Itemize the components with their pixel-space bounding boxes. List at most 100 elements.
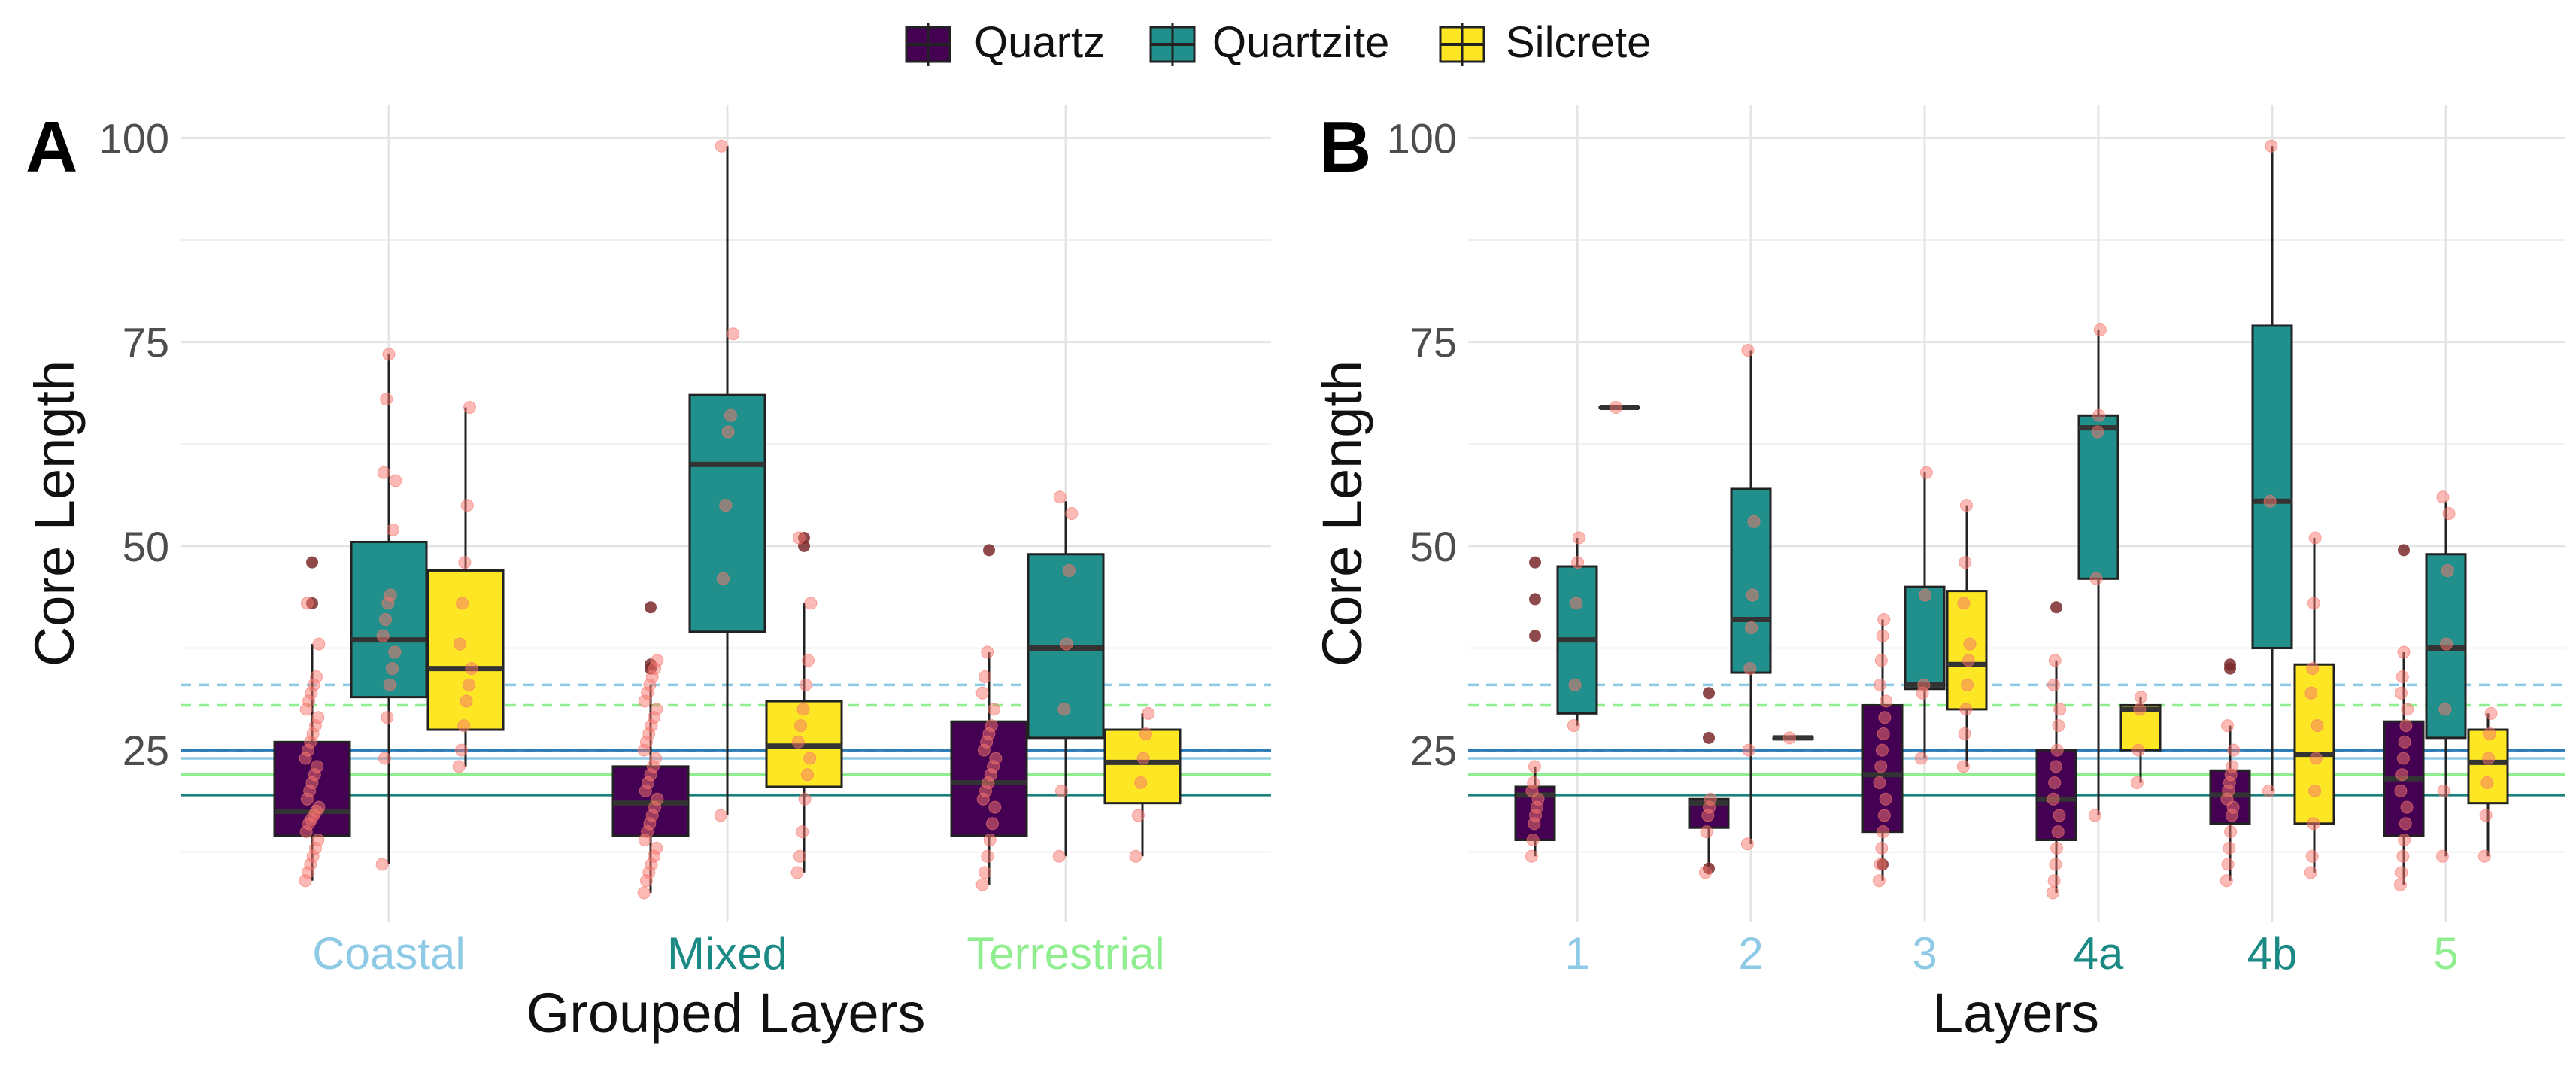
data-point	[2307, 817, 2320, 831]
y-axis: 25 50 75 100	[1387, 114, 1457, 774]
data-point	[2394, 784, 2408, 797]
x-tick-label: 2	[1738, 928, 1763, 979]
data-point	[1877, 809, 1891, 822]
data-point	[975, 686, 989, 700]
data-point	[988, 800, 1002, 814]
data-point	[2047, 678, 2061, 691]
legend-label: Quartzite	[1212, 18, 1389, 67]
box-quartzite-3	[1904, 472, 1946, 758]
data-point	[715, 139, 728, 153]
data-point	[2049, 760, 2062, 773]
data-point	[1959, 556, 1972, 569]
x-axis-title: Layers	[1932, 982, 2099, 1044]
data-point	[2477, 849, 2491, 863]
data-point	[2484, 706, 2498, 720]
outlier-point	[983, 544, 995, 557]
data-point	[2435, 849, 2449, 863]
data-point	[2482, 752, 2496, 765]
data-point	[1743, 662, 1757, 676]
x-tick-label: 4a	[2074, 928, 2124, 979]
box-body	[1904, 585, 1946, 691]
data-point	[1572, 531, 1585, 545]
outlier-point	[306, 556, 318, 569]
data-point	[1526, 834, 1540, 846]
box-quartzite-mixed	[688, 146, 766, 815]
data-point	[792, 531, 806, 545]
data-point	[384, 588, 397, 602]
data-point	[2395, 768, 2409, 782]
data-point	[452, 760, 466, 773]
data-point	[2396, 752, 2410, 765]
data-point	[796, 703, 810, 716]
data-point	[2480, 776, 2494, 790]
data-point	[1142, 706, 1155, 720]
data-point	[2050, 841, 2064, 855]
data-point	[790, 866, 804, 879]
y-tick-label: 75	[1410, 319, 1457, 366]
box-quartzite-2	[1730, 350, 1772, 844]
data-point	[1919, 466, 1933, 479]
data-point	[978, 866, 991, 879]
data-point	[2479, 809, 2493, 822]
x-tick-label: 5	[2433, 928, 2458, 979]
data-point	[2133, 703, 2147, 716]
data-point	[311, 834, 325, 846]
data-point	[2135, 691, 2148, 704]
data-point	[1745, 621, 1758, 634]
data-point	[312, 637, 326, 651]
y-tick-label: 100	[99, 114, 169, 162]
outlier-point	[1703, 731, 1715, 744]
data-point	[794, 719, 808, 733]
data-point	[651, 654, 664, 667]
data-point	[978, 670, 991, 683]
data-point	[2307, 597, 2320, 610]
data-point	[2047, 792, 2060, 806]
boxplots	[1514, 146, 2509, 894]
data-point	[981, 645, 994, 659]
data-point	[310, 670, 323, 683]
data-point	[1062, 563, 1076, 577]
data-point	[2304, 866, 2317, 879]
data-point	[1874, 760, 1888, 773]
data-point	[2398, 735, 2411, 749]
panel-a: 25 50 75 100 Core Length A Coastal Mixed Terrest…	[23, 105, 1271, 1044]
panel-label: B	[1319, 107, 1371, 187]
jitter-points	[1525, 139, 2498, 900]
data-point	[2399, 817, 2412, 831]
data-point	[2305, 849, 2319, 863]
box-silcrete-3	[1946, 505, 1988, 767]
data-point	[2130, 776, 2144, 790]
data-point	[637, 886, 651, 900]
data-point	[716, 572, 730, 585]
data-point	[2048, 776, 2062, 790]
data-point	[727, 327, 740, 341]
data-point	[377, 466, 390, 479]
data-point	[1704, 792, 1717, 806]
data-point	[300, 597, 314, 610]
data-point	[2437, 784, 2450, 797]
data-point	[793, 849, 806, 863]
data-point	[387, 523, 400, 536]
data-point	[983, 834, 997, 846]
legend: Quartz Quartzite Silcrete	[905, 18, 1651, 67]
data-point	[981, 849, 994, 863]
data-point	[975, 878, 989, 891]
data-point	[1959, 499, 1973, 512]
jitter-points	[299, 139, 1155, 900]
data-point	[2053, 809, 2066, 822]
data-point	[802, 654, 815, 667]
box-quartzite-4a	[2077, 330, 2119, 815]
data-point	[375, 858, 389, 871]
outlier-point	[1529, 630, 1541, 642]
data-point	[462, 678, 475, 691]
y-axis-title: Core Length	[23, 360, 86, 667]
data-point	[1567, 719, 1580, 733]
data-point	[1958, 727, 1971, 740]
data-point	[2221, 858, 2235, 871]
x-tick-label: 1	[1564, 928, 1589, 979]
data-point	[2400, 800, 2414, 814]
data-point	[1878, 711, 1892, 724]
data-point	[383, 678, 396, 691]
reference-lines	[1468, 683, 2565, 797]
y-tick-label: 25	[1410, 727, 1457, 774]
